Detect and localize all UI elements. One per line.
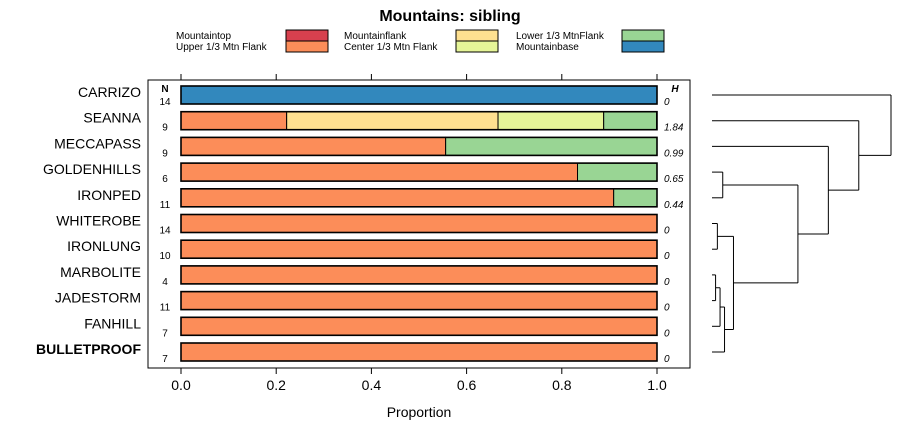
legend-label-mountainflank: Mountainflank xyxy=(344,31,407,42)
x-tick-label: 1.0 xyxy=(647,377,667,393)
bar-goldenhills-upper-1-3-mtn-flank xyxy=(180,162,579,182)
n-value-ironped: 11 xyxy=(160,200,171,211)
legend-swatch-upper-1-3-mtn-flank xyxy=(285,40,329,53)
n-value-whiterobe: 14 xyxy=(159,226,171,237)
legend-label-mountainbase: Mountainbase xyxy=(516,42,579,53)
bar-ironped-lower-1-3-mtnflank xyxy=(613,188,658,208)
plot-frame xyxy=(147,79,691,369)
n-value-seanna: 9 xyxy=(162,123,168,134)
bar-fanhill-upper-1-3-mtn-flank xyxy=(180,316,658,336)
n-column-header: N xyxy=(161,84,168,95)
h-column-header: H xyxy=(671,84,679,95)
bar-seanna-upper-1-3-mtn-flank xyxy=(180,111,288,131)
bar-outline-fanhill xyxy=(180,316,658,337)
h-value-marbolite: 0 xyxy=(664,277,670,288)
x-tick-label: 0.4 xyxy=(362,377,382,393)
bar-outline-bulletproof xyxy=(180,342,658,362)
category-label-bulletproof: BULLETPROOF xyxy=(36,341,141,357)
bar-outline-marbolite xyxy=(180,265,658,285)
x-axis-label: Proportion xyxy=(387,404,452,420)
n-value-jadestorm: 11 xyxy=(160,303,171,314)
category-label-whiterobe: WHITEROBE xyxy=(56,213,141,229)
bar-outline-whiterobe xyxy=(180,213,658,234)
category-label-goldenhills: GOLDENHILLS xyxy=(43,161,141,177)
bar-outline-ironped xyxy=(180,188,658,208)
n-value-goldenhills: 6 xyxy=(162,174,168,185)
bar-seanna-mountainflank xyxy=(286,111,499,131)
h-value-jadestorm: 0 xyxy=(664,303,670,314)
category-label-ironped: IRONPED xyxy=(77,187,141,203)
h-value-meccapass: 0.99 xyxy=(664,148,684,159)
bar-seanna-center-1-3-mtn-flank xyxy=(497,111,605,131)
x-tick-label: 0.0 xyxy=(171,377,191,393)
legend-label-lower-1-3-mtnflank: Lower 1/3 MtnFlank xyxy=(516,31,605,42)
legend-swatch-center-1-3-mtn-flank xyxy=(455,40,499,53)
category-label-fanhill: FANHILL xyxy=(84,315,141,331)
bar-meccapass-upper-1-3-mtn-flank xyxy=(180,136,447,156)
x-tick-label: 0.8 xyxy=(552,377,572,393)
dendrogram xyxy=(712,94,892,353)
plot-area: N H CARRIZO 14 0 SEANNA 9 1.84 MECCAPASS 9 0.99 G… xyxy=(36,74,691,393)
bar-bulletproof-upper-1-3-mtn-flank xyxy=(180,342,658,362)
legend-label-mountaintop: Mountaintop xyxy=(176,31,231,42)
bar-whiterobe-upper-1-3-mtn-flank xyxy=(180,214,658,233)
n-value-marbolite: 4 xyxy=(162,277,168,288)
h-value-fanhill: 0 xyxy=(664,328,670,339)
bar-marbolite-upper-1-3-mtn-flank xyxy=(180,265,658,285)
n-value-fanhill: 7 xyxy=(162,328,168,339)
bar-ironped-upper-1-3-mtn-flank xyxy=(180,188,615,208)
bar-outline-seanna xyxy=(180,110,658,131)
h-value-seanna: 1.84 xyxy=(664,123,684,134)
bar-ironlung-upper-1-3-mtn-flank xyxy=(180,239,658,259)
x-tick-label: 0.2 xyxy=(266,377,286,393)
n-value-bulletproof: 7 xyxy=(162,354,168,365)
x-tick-label: 0.6 xyxy=(457,377,477,393)
category-label-marbolite: MARBOLITE xyxy=(60,264,141,280)
h-value-ironped: 0.44 xyxy=(664,200,684,211)
bar-jadestorm-upper-1-3-mtn-flank xyxy=(180,291,658,311)
n-value-meccapass: 9 xyxy=(162,148,168,159)
category-label-meccapass: MECCAPASS xyxy=(54,135,141,151)
legend-swatch-mountainbase xyxy=(621,40,665,53)
bar-carrizo-mountainbase xyxy=(180,85,658,105)
bar-outline-goldenhills xyxy=(180,162,658,182)
h-value-goldenhills: 0.65 xyxy=(664,174,684,185)
h-value-carrizo: 0 xyxy=(664,97,670,108)
h-value-whiterobe: 0 xyxy=(664,226,670,237)
bar-outline-ironlung xyxy=(180,239,658,259)
chart-title: Mountains: sibling xyxy=(379,8,520,25)
bar-outline-meccapass xyxy=(180,136,658,157)
legend-label-center-1-3-mtn-flank: Center 1/3 Mtn Flank xyxy=(344,42,438,53)
n-value-carrizo: 14 xyxy=(159,97,171,108)
legend-swatch-mountaintop xyxy=(285,29,329,42)
h-value-bulletproof: 0 xyxy=(664,354,670,365)
category-label-jadestorm: JADESTORM xyxy=(55,290,141,306)
category-label-carrizo: CARRIZO xyxy=(78,84,141,100)
legend-swatch-lower-1-3-mtnflank xyxy=(621,29,665,42)
legend-swatch-mountainflank xyxy=(455,29,499,42)
bar-seanna-lower-1-3-mtnflank xyxy=(603,111,658,131)
bar-goldenhills-lower-1-3-mtnflank xyxy=(577,162,658,182)
category-label-ironlung: IRONLUNG xyxy=(67,238,141,254)
legend-label-upper-1-3-mtn-flank: Upper 1/3 Mtn Flank xyxy=(176,42,268,53)
bar-outline-jadestorm xyxy=(180,290,658,311)
h-value-ironlung: 0 xyxy=(664,251,670,262)
bar-outline-carrizo xyxy=(180,85,658,105)
category-label-seanna: SEANNA xyxy=(83,110,141,126)
bar-meccapass-lower-1-3-mtnflank xyxy=(445,136,658,156)
n-value-ironlung: 10 xyxy=(159,251,171,262)
